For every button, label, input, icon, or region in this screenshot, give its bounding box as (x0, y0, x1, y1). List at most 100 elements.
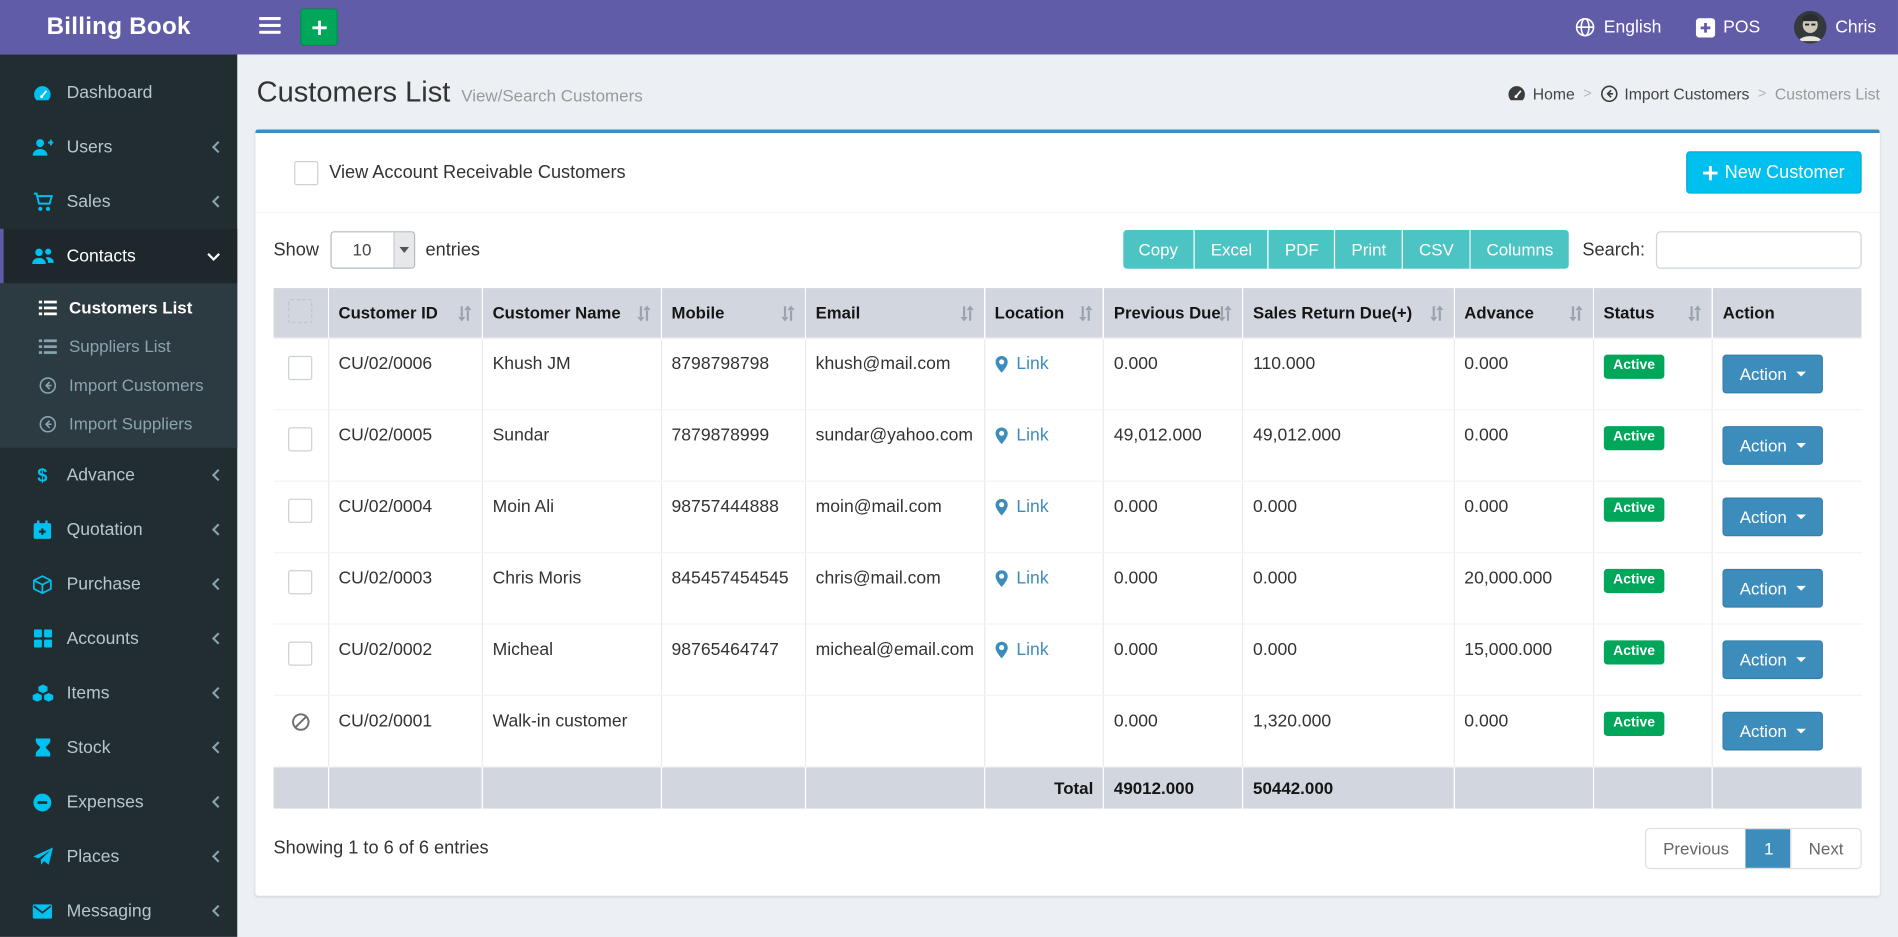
cell-sales-return-due: 0.000 (1243, 553, 1454, 624)
import-icon (35, 415, 59, 433)
export-pdf-button[interactable]: PDF (1268, 230, 1335, 269)
sidebar-item-purchase[interactable]: Purchase (0, 557, 237, 611)
sidebar-item-label: Advance (67, 465, 212, 484)
sidebar-item-import-suppliers[interactable]: Import Suppliers (0, 404, 237, 443)
location-link[interactable]: Link (995, 426, 1049, 445)
row-checkbox[interactable] (288, 642, 312, 666)
sort-icon (958, 304, 975, 321)
cell-location: Link (984, 481, 1103, 552)
location-link[interactable]: Link (995, 355, 1049, 374)
pagination-page-1[interactable]: 1 (1746, 829, 1791, 868)
cell-customer-id: CU/02/0001 (328, 695, 482, 766)
cell-customer-name: Khush JM (482, 338, 661, 409)
breadcrumb-item-import-customers[interactable]: Import Customers (1600, 84, 1749, 102)
sidebar-item-contacts[interactable]: Contacts (0, 229, 237, 283)
location-link[interactable]: Link (995, 497, 1049, 516)
select-all-checkbox[interactable] (288, 299, 312, 323)
sidebar-item-quotation[interactable]: Quotation (0, 502, 237, 556)
minus-circle-icon (29, 792, 56, 811)
column-header-location[interactable]: Location (984, 288, 1103, 338)
location-link[interactable]: Link (995, 569, 1049, 588)
sidebar-item-places[interactable]: Places (0, 829, 237, 883)
sidebar-item-import-customers[interactable]: Import Customers (0, 366, 237, 405)
cell-mobile: 8798798798 (661, 338, 805, 409)
sidebar-item-advance[interactable]: $Advance (0, 448, 237, 502)
export-columns-button[interactable]: Columns (1470, 230, 1570, 269)
receivable-filter: View Account Receivable Customers (274, 160, 626, 184)
row-action-button[interactable]: Action (1723, 426, 1823, 465)
status-badge: Active (1603, 640, 1664, 664)
sidebar-item-accounts[interactable]: Accounts (0, 611, 237, 665)
sidebar-toggle-button[interactable] (257, 12, 284, 42)
sort-icon (1078, 304, 1095, 321)
row-checkbox[interactable] (288, 570, 312, 594)
sidebar-item-stock[interactable]: Stock (0, 720, 237, 774)
chevron-left-icon (212, 632, 220, 645)
plus-icon (312, 20, 327, 35)
row-action-button[interactable]: Action (1723, 355, 1823, 394)
sidebar-item-items[interactable]: Items (0, 666, 237, 720)
select-all-header[interactable] (274, 288, 329, 338)
breadcrumb: Home>Import Customers>Customers List (1507, 84, 1879, 102)
column-header-sales-return-due[interactable]: Sales Return Due(+) (1243, 288, 1454, 338)
export-copy-button[interactable]: Copy (1123, 230, 1194, 269)
pos-button[interactable]: POS (1695, 18, 1760, 37)
sidebar-item-messaging[interactable]: Messaging (0, 884, 237, 937)
cube-icon (29, 574, 56, 593)
column-header-previous-due[interactable]: Previous Due (1104, 288, 1243, 338)
pagination-next[interactable]: Next (1791, 829, 1861, 868)
sidebar-item-expenses[interactable]: Expenses (0, 775, 237, 829)
row-action-button[interactable]: Action (1723, 640, 1823, 679)
search-input[interactable] (1656, 231, 1862, 269)
sidebar-item-suppliers-list[interactable]: Suppliers List (0, 327, 237, 366)
column-header-customer-name[interactable]: Customer Name (482, 288, 661, 338)
row-action-button[interactable]: Action (1723, 497, 1823, 536)
pagination-previous[interactable]: Previous (1646, 829, 1746, 868)
status-badge: Active (1603, 355, 1664, 379)
page-length-select[interactable]: 10 (330, 231, 415, 269)
cell-location (984, 695, 1103, 766)
sidebar-item-customers-list[interactable]: Customers List (0, 288, 237, 327)
row-action-button[interactable]: Action (1723, 569, 1823, 608)
row-checkbox[interactable] (288, 499, 312, 523)
caret-down-icon (1796, 729, 1806, 734)
cell-status: Active (1593, 553, 1712, 624)
language-menu[interactable]: English (1575, 17, 1662, 38)
sidebar-item-label: Import Suppliers (69, 414, 192, 433)
receivable-checkbox[interactable] (294, 160, 318, 184)
total-sales-return-due: 50442.000 (1243, 767, 1454, 808)
breadcrumb-item-home[interactable]: Home (1507, 84, 1574, 102)
cell-previous-due: 0.000 (1104, 553, 1243, 624)
page-title: Customers ListView/Search Customers (257, 76, 643, 110)
sidebar-item-users[interactable]: Users (0, 120, 237, 174)
map-marker-icon (995, 356, 1008, 373)
new-customer-button[interactable]: New Customer (1686, 151, 1862, 193)
export-csv-button[interactable]: CSV (1402, 230, 1470, 269)
row-checkbox[interactable] (288, 427, 312, 451)
breadcrumb-item-customers-list: Customers List (1775, 84, 1880, 102)
filter-row: View Account Receivable Customers New Cu… (255, 133, 1879, 213)
cell-location: Link (984, 410, 1103, 481)
app-logo[interactable]: Billing Book (0, 0, 237, 54)
column-header-mobile[interactable]: Mobile (661, 288, 805, 338)
chevron-left-icon (212, 523, 220, 536)
column-header-customer-id[interactable]: Customer ID (328, 288, 482, 338)
sidebar-item-sales[interactable]: Sales (0, 174, 237, 228)
column-header-email[interactable]: Email (805, 288, 984, 338)
quick-add-button[interactable] (300, 8, 338, 46)
chevron-left-icon (212, 904, 220, 917)
export-print-button[interactable]: Print (1334, 230, 1402, 269)
row-action-button[interactable]: Action (1723, 712, 1823, 751)
user-menu[interactable]: Chris (1794, 11, 1876, 44)
table-row: CU/02/0002Micheal98765464747micheal@emai… (274, 624, 1862, 695)
sidebar-item-dashboard[interactable]: Dashboard (0, 65, 237, 119)
column-header-status[interactable]: Status (1593, 288, 1712, 338)
cart-icon (29, 192, 56, 211)
location-link[interactable]: Link (995, 640, 1049, 659)
app-title: Billing Book (47, 13, 191, 41)
cell-customer-name: Walk-in customer (482, 695, 661, 766)
export-excel-button[interactable]: Excel (1194, 230, 1268, 269)
cell-customer-id: CU/02/0005 (328, 410, 482, 481)
column-header-advance[interactable]: Advance (1454, 288, 1593, 338)
row-checkbox[interactable] (288, 356, 312, 380)
